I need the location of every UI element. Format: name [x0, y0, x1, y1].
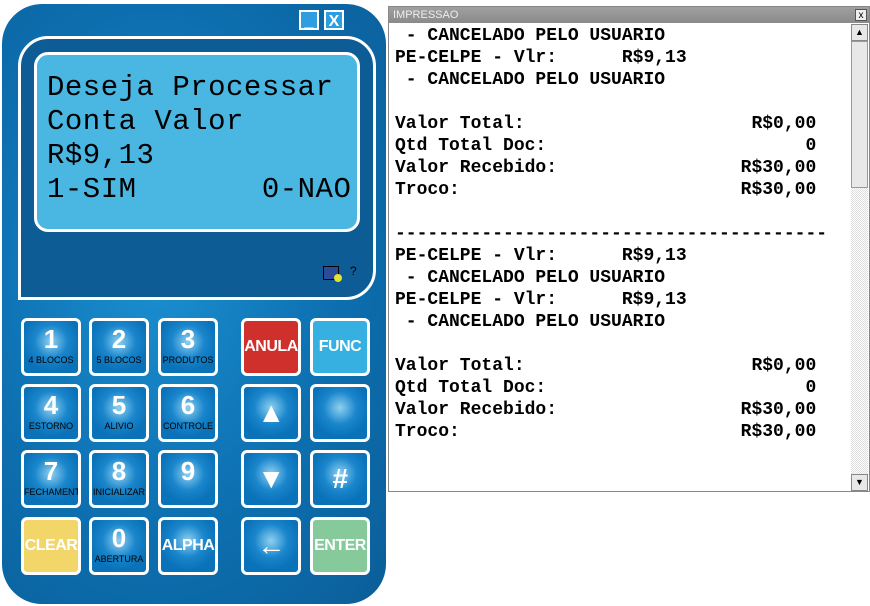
key-label: ▼	[257, 463, 285, 494]
key-label: ▲	[257, 397, 285, 428]
key-7[interactable]: 7 FECHAMENT	[21, 450, 81, 508]
key-sublabel: 5 BLOCOS	[96, 355, 142, 365]
scroll-down-button[interactable]: ▼	[851, 474, 868, 491]
minimize-button[interactable]: _	[299, 10, 319, 30]
receipt-line: - CANCELADO PELO USUARIO	[395, 26, 666, 46]
key-label: 3	[180, 324, 196, 354]
key-sublabel: CONTROLE	[162, 421, 213, 431]
receipt-line: Valor Total: R$0,00	[395, 114, 817, 134]
receipt-line: Valor Recebido: R$30,00	[395, 400, 817, 420]
scroll-up-button[interactable]: ▲	[851, 24, 868, 41]
key-8[interactable]: 8 INICIALIZAR	[89, 450, 149, 508]
scroll-thumb[interactable]	[851, 41, 868, 188]
key-label: 8	[111, 456, 127, 486]
key-4[interactable]: 4 ESTORNO	[21, 384, 81, 442]
key-5[interactable]: 5 ALIVIO	[89, 384, 149, 442]
key-label: 1	[43, 324, 59, 354]
receipt-line: PE-CELPE - Vlr: R$9,13	[395, 290, 687, 310]
key-sublabel: ALIVIO	[104, 421, 134, 431]
receipt-line: PE-CELPE - Vlr: R$9,13	[395, 246, 687, 266]
key-9[interactable]: 9	[158, 450, 218, 508]
key-sublabel: FECHAMENT	[24, 487, 78, 497]
receipt-line: - CANCELADO PELO USUARIO	[395, 312, 666, 332]
print-window-titlebar: IMPRESSAO x	[389, 7, 869, 23]
key-sublabel: ESTORNO	[28, 421, 74, 431]
receipt-text: - CANCELADO PELO USUARIO PE-CELPE - Vlr: …	[395, 25, 851, 489]
key-6[interactable]: 6 CONTROLE	[158, 384, 218, 442]
anula-button[interactable]: ANULA	[241, 318, 301, 376]
receipt-line: PE-CELPE - Vlr: R$9,13	[395, 48, 687, 68]
key-label: #	[332, 463, 348, 494]
receipt-line	[395, 333, 851, 355]
lcd-line: Deseja Processar	[47, 71, 334, 104]
receipt-line: - CANCELADO PELO USUARIO	[395, 70, 666, 90]
key-label: 9	[180, 456, 196, 486]
lcd-display: Deseja Processar Conta Valor R$9,13 1-SI…	[34, 52, 360, 232]
back-button[interactable]: ←	[241, 517, 301, 575]
calculator-icon[interactable]	[323, 266, 342, 282]
vertical-scrollbar[interactable]: ▲ ▼	[851, 24, 868, 491]
down-button[interactable]: ▼	[241, 450, 301, 508]
print-window-title: IMPRESSAO	[393, 9, 459, 21]
receipt-line	[395, 201, 851, 223]
receipt-line: Troco: R$30,00	[395, 180, 817, 200]
receipt-line: Valor Total: R$0,00	[395, 356, 817, 376]
key-0[interactable]: 0 ABERTURA	[89, 517, 149, 575]
hash-button[interactable]: #	[310, 450, 370, 508]
func-button[interactable]: FUNC	[310, 318, 370, 376]
key-label: 7	[43, 456, 59, 486]
key-label: ←	[257, 530, 285, 561]
receipt-line: Qtd Total Doc: 0	[395, 136, 817, 156]
print-close-button[interactable]: x	[855, 9, 867, 21]
up-button[interactable]: ▲	[241, 384, 301, 442]
help-icon[interactable]: ?	[350, 264, 357, 278]
key-sublabel: PRODUTOS	[162, 355, 214, 365]
receipt-line	[395, 91, 851, 113]
clear-button[interactable]: CLEAR	[21, 517, 81, 575]
lcd-line: 1-SIM 0-NAO	[47, 173, 352, 206]
receipt-line: Qtd Total Doc: 0	[395, 378, 817, 398]
key-label: CLEAR	[24, 537, 78, 554]
close-button[interactable]: X	[324, 10, 344, 30]
alpha-button[interactable]: ALPHA	[158, 517, 218, 575]
key-3[interactable]: 3 PRODUTOS	[158, 318, 218, 376]
blank-button[interactable]	[310, 384, 370, 442]
key-label: ENTER	[314, 537, 366, 554]
key-label: 2	[111, 324, 127, 354]
key-sublabel: ABERTURA	[94, 554, 144, 564]
receipt-line: ----------------------------------------	[395, 224, 828, 244]
receipt-line: - CANCELADO PELO USUARIO	[395, 268, 666, 288]
lcd-line: R$9,13	[47, 139, 155, 172]
enter-button[interactable]: ENTER	[310, 517, 370, 575]
key-label: ANULA	[244, 338, 298, 355]
lcd-line: Conta Valor	[47, 105, 244, 138]
print-window: IMPRESSAO x - CANCELADO PELO USUARIO PE-CE…	[388, 6, 870, 492]
key-label: 0	[111, 523, 127, 553]
key-label: ALPHA	[161, 537, 215, 554]
key-label: 6	[180, 390, 196, 420]
receipt-line: Troco: R$30,00	[395, 422, 817, 442]
key-label: 4	[43, 390, 59, 420]
key-sublabel: 4 BLOCOS	[28, 355, 74, 365]
key-label: FUNC	[318, 338, 362, 355]
key-label: 5	[111, 390, 127, 420]
receipt-line: Valor Recebido: R$30,00	[395, 158, 817, 178]
key-sublabel: INICIALIZAR	[92, 487, 145, 497]
